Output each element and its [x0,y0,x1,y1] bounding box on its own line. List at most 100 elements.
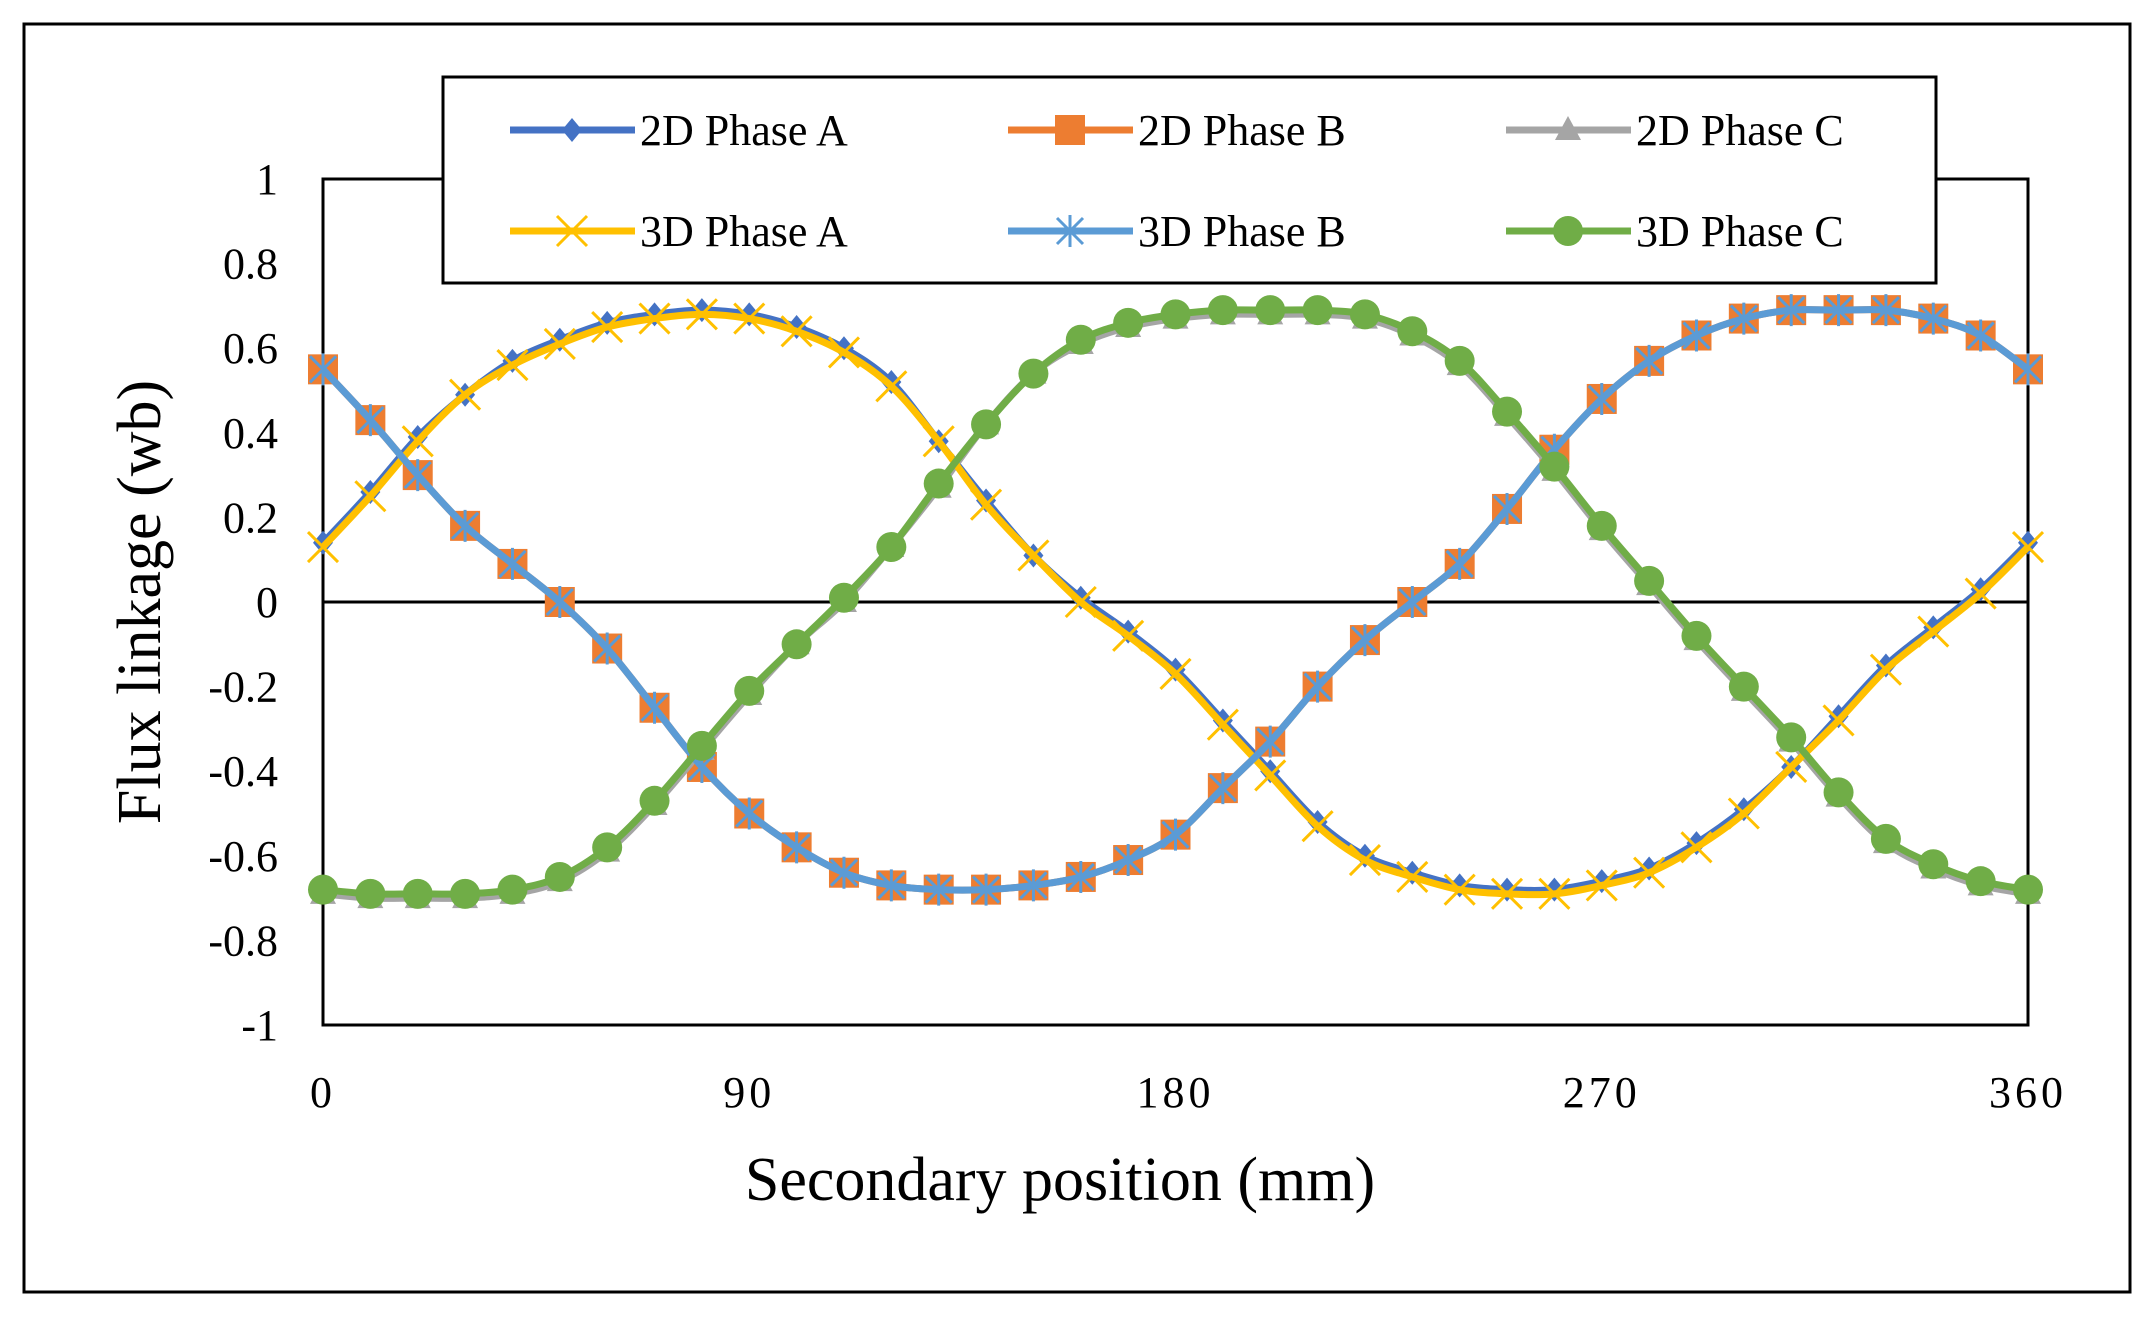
data-point-3d-phase-c [1018,358,1049,389]
data-point-3d-phase-a [449,378,482,411]
data-point-3d-phase-a [1727,797,1760,830]
data-point-3d-phase-b [1256,725,1285,758]
legend-label: 2D Phase C [1636,106,1844,155]
legend-marker-2d-phase-b [1055,115,1085,145]
data-point-3d-phase-c [1255,295,1286,326]
data-point-3d-phase-c [1539,451,1570,482]
data-point-3d-phase-c [1207,295,1238,326]
data-point-3d-phase-b [735,797,764,830]
data-point-3d-phase-b [1445,547,1474,580]
data-point-3d-phase-c [1492,396,1523,427]
data-point-3d-phase-b [498,547,527,580]
data-point-3d-phase-a [1822,704,1855,737]
data-point-3d-phase-c [781,629,812,660]
legend-box [441,75,1938,285]
data-point-3d-phase-a [2011,530,2045,564]
data-point-3d-phase-c [355,878,386,909]
data-point-3d-phase-b [403,459,432,492]
data-point-3d-phase-b [1303,670,1332,703]
data-point-3d-phase-a [827,336,861,369]
series-3d-phase-a [306,298,2045,910]
data-point-3d-phase-a [1538,877,1571,910]
legend-item-2d-phase-c: 2D Phase C [1506,106,1844,155]
data-point-3d-phase-c [1728,671,1759,702]
data-point-3d-phase-c [1065,324,1096,355]
data-point-3d-phase-a [1064,585,1097,619]
data-point-3d-phase-c [734,675,765,706]
data-point-3d-phase-b [782,831,811,864]
data-point-3d-phase-c [1634,565,1665,596]
y-tick-label: -0.4 [208,747,278,796]
data-point-3d-phase-c [544,861,575,892]
data-point-3d-phase-b [308,353,338,386]
data-point-3d-phase-c [1918,849,1949,880]
y-axis-title: Flux linkage (wb) [106,380,174,824]
data-point-3d-phase-b [640,691,669,724]
y-tick-label: -0.2 [208,663,278,712]
x-tick-label: 0 [310,1068,336,1117]
data-point-3d-phase-a [401,425,434,458]
x-axis-title: Secondary position (mm) [745,1146,1375,1214]
legend: 2D Phase A 2D Phase B 2D Phase C 3D Phase A… [441,75,1938,285]
data-point-3d-phase-a [354,480,387,513]
data-point-3d-phase-a [1301,810,1334,843]
y-tick-label: 1 [256,155,278,204]
data-point-3d-phase-c [1965,866,1996,897]
data-point-3d-phase-c [923,468,954,499]
data-point-3d-phase-c [1586,510,1617,541]
data-point-3d-phase-b [1492,492,1522,525]
data-point-3d-phase-a [1443,873,1476,906]
data-point-3d-phase-a [591,310,624,344]
data-point-3d-phase-c [1160,299,1191,330]
series-3d-phase-c [308,295,2043,909]
data-point-3d-phase-b [1161,818,1190,851]
data-point-3d-phase-a [543,327,576,361]
data-point-3d-phase-a [1869,653,1902,686]
data-point-3d-phase-b [1114,844,1143,877]
data-point-3d-phase-a [1017,539,1050,572]
data-point-3d-phase-a [780,315,813,348]
y-tick-label: 0.8 [223,240,278,289]
x-axis-tick-labels: 0 90 180 270 360 [310,1068,2067,1117]
data-point-3d-phase-b [1729,302,1758,335]
legend-marker-2d-phase-c [1555,116,1581,140]
data-point-3d-phase-c [1823,777,1854,808]
y-tick-label: -0.8 [208,916,278,965]
data-point-3d-phase-c [686,730,717,761]
data-point-3d-phase-c [971,409,1002,440]
series-3d-phase-b [308,294,2043,906]
legend-marker-3d-phase-b [1055,215,1085,247]
x-tick-label: 90 [723,1068,775,1117]
data-point-3d-phase-a [1112,619,1145,652]
data-point-3d-phase-c [1113,307,1144,338]
x-tick-label: 270 [1563,1068,1641,1117]
data-point-3d-phase-b [1919,302,1948,335]
x-tick-label: 180 [1137,1068,1215,1117]
data-point-3d-phase-c [876,532,907,563]
data-point-3d-phase-a [922,425,955,458]
data-point-3d-phase-b [1019,869,1048,902]
data-point-3d-phase-a [1254,759,1287,792]
data-point-3d-phase-b [1966,319,1995,352]
data-point-3d-phase-a [1159,657,1192,690]
data-point-3d-phase-c [1870,823,1901,854]
data-point-3d-phase-b [877,869,906,902]
data-point-3d-phase-a [733,302,766,335]
y-axis-tick-labels: 1 0.8 0.6 0.4 0.2 0 -0.2 -0.4 -0.6 -0.8 -1 [208,155,278,1050]
data-point-3d-phase-c [639,785,670,816]
legend-label: 2D Phase A [640,106,848,155]
data-point-3d-phase-a [496,349,529,382]
data-point-3d-phase-c [497,874,528,905]
data-point-3d-phase-c [1776,722,1807,753]
data-point-3d-phase-a [1206,708,1239,741]
legend-label: 3D Phase C [1636,207,1844,256]
data-point-3d-phase-b [1066,860,1095,893]
y-tick-label: 0 [256,578,278,627]
data-point-3d-phase-a [638,302,671,335]
x-tick-label: 360 [1989,1068,2067,1117]
data-point-3d-phase-c [402,878,433,909]
data-point-3d-phase-b [1398,586,1427,618]
data-point-3d-phase-b [971,873,1001,906]
y-tick-label: -1 [241,1001,278,1050]
